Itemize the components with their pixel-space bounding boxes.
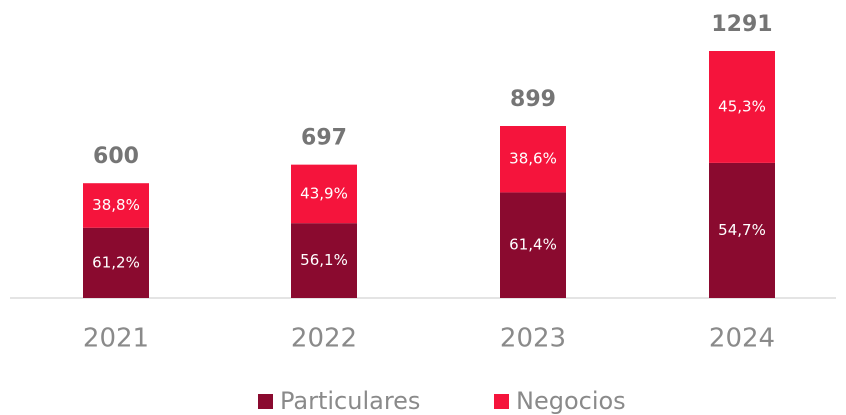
segment-label: 54,7% [718, 221, 766, 239]
bar-segment [83, 227, 149, 298]
legend-label: Particulares [280, 387, 420, 415]
segment-label: 38,6% [509, 150, 557, 168]
bar-segment [500, 192, 566, 298]
legend-swatch [258, 394, 273, 409]
segment-label: 38,8% [92, 196, 140, 214]
segment-label: 45,3% [718, 97, 766, 115]
segment-label: 43,9% [300, 184, 348, 202]
total-label: 697 [301, 126, 347, 151]
total-label: 600 [93, 144, 139, 169]
legend-label: Negocios [516, 387, 626, 415]
x-tick-label: 2023 [500, 324, 566, 354]
x-tick-label: 2024 [709, 324, 775, 354]
total-label: 1291 [711, 12, 772, 37]
bar-segment [500, 125, 566, 193]
segment-label: 56,1% [300, 251, 348, 269]
x-tick-label: 2021 [83, 324, 149, 354]
x-tick-label: 2022 [291, 324, 357, 354]
bar-segment [291, 223, 357, 298]
bar-segment [709, 51, 775, 163]
legend-swatch [494, 394, 509, 409]
bar-segment [83, 183, 149, 228]
bar-segment [291, 164, 357, 224]
segment-label: 61,4% [509, 236, 557, 254]
total-label: 899 [510, 87, 556, 112]
bar-segment [709, 162, 775, 298]
segment-label: 61,2% [92, 253, 140, 271]
